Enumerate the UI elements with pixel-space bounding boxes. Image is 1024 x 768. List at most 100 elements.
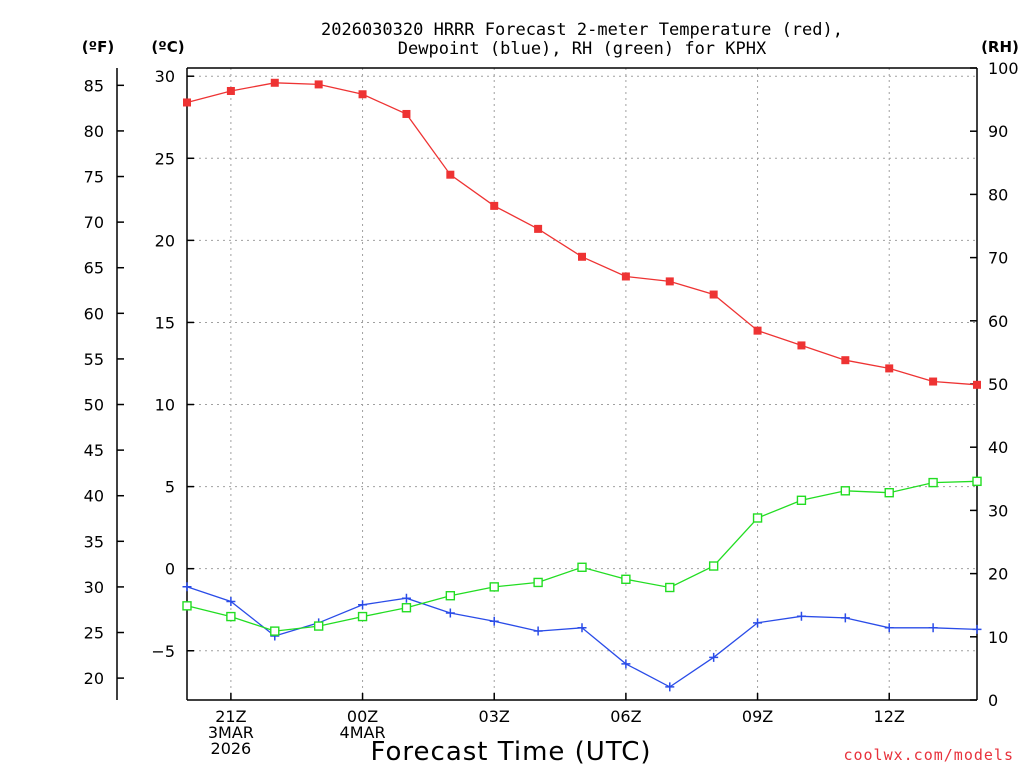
celsius-tick-label: 10	[155, 396, 175, 415]
rh-point	[357, 611, 368, 622]
temperature-point	[621, 272, 630, 281]
rh-tick-label: 100	[988, 59, 1019, 78]
celsius-unit-label: (ºC)	[151, 38, 184, 56]
temperature-point	[578, 252, 586, 261]
celsius-tick-label: −5	[151, 642, 175, 661]
dewpoint-point	[972, 624, 982, 634]
dewpoint-point	[533, 626, 543, 636]
rh-tick-label: 60	[988, 312, 1008, 331]
rh-point	[752, 513, 763, 523]
fahrenheit-tick-label: 25	[84, 624, 104, 643]
rh-tick-label: 40	[988, 438, 1008, 457]
rh-point	[972, 476, 982, 487]
x-tick-label: 06Z	[610, 707, 641, 726]
rh-point	[840, 486, 851, 496]
rh-point	[445, 591, 456, 601]
credit-text: coolwx.com/models	[843, 746, 1014, 764]
dewpoint-line	[186, 586, 978, 688]
chart-title-line-2: Dewpoint (blue), RH (green) for KPHX	[398, 39, 767, 59]
dewpoint-point	[884, 623, 894, 633]
dewpoint-point	[840, 613, 850, 623]
celsius-tick-label: 20	[155, 231, 175, 250]
fahrenheit-tick-label: 55	[84, 350, 104, 369]
temperature-point	[314, 80, 323, 89]
rh-point	[577, 562, 587, 572]
dewpoint-point	[445, 608, 455, 618]
rh-point	[884, 488, 894, 498]
rh-tick-label: 90	[988, 122, 1008, 141]
axes: 302520151050−585807570656055504540353025…	[84, 59, 1019, 758]
x-tick-label: 2026	[211, 739, 252, 758]
fahrenheit-tick-label: 80	[84, 122, 104, 141]
rh-point	[708, 561, 719, 571]
temperature-point	[929, 377, 938, 386]
temperature-point	[709, 290, 718, 299]
temperature-point	[973, 380, 981, 389]
fahrenheit-tick-label: 30	[84, 578, 104, 597]
celsius-tick-label: 5	[165, 478, 175, 497]
dewpoint-point	[577, 623, 587, 633]
fahrenheit-tick-label: 40	[84, 487, 104, 506]
x-tick-label: 12Z	[874, 707, 905, 726]
rh-point	[270, 626, 280, 636]
rh-tick-label: 70	[988, 249, 1008, 268]
rh-line	[186, 480, 978, 632]
temperature-point	[534, 224, 543, 233]
rh-point	[313, 621, 324, 631]
rh-point	[489, 582, 499, 592]
dewpoint-point	[665, 682, 675, 692]
rh-tick-label: 50	[988, 375, 1008, 394]
rh-tick-label: 0	[988, 691, 998, 710]
temperature-point	[753, 326, 762, 335]
temperature-point	[446, 170, 455, 179]
dewpoint-point	[401, 593, 411, 603]
dewpoint-point	[796, 611, 806, 621]
temperature-point	[402, 109, 411, 118]
rh-point	[533, 577, 543, 588]
temperature-point	[885, 364, 894, 373]
fahrenheit-tick-label: 65	[84, 259, 104, 278]
temperature-point	[270, 78, 279, 87]
fahrenheit-tick-label: 50	[84, 396, 104, 415]
temperature-point	[490, 201, 499, 210]
temperature-point	[226, 86, 235, 95]
fahrenheit-tick-label: 85	[84, 76, 104, 95]
x-tick-label: 21Z	[215, 707, 246, 726]
rh-point	[401, 603, 412, 613]
rh-point	[621, 574, 631, 584]
dewpoint-point	[621, 659, 631, 669]
dewpoint-point	[489, 616, 499, 626]
celsius-tick-label: 15	[155, 313, 175, 332]
celsius-tick-label: 25	[155, 149, 175, 168]
rh-point	[665, 582, 675, 593]
x-axis-title: Forecast Time (UTC)	[370, 737, 651, 767]
temperature-line	[186, 82, 978, 386]
rh-point	[226, 611, 236, 622]
dewpoint-point	[928, 623, 938, 633]
rh-tick-label: 20	[988, 565, 1008, 584]
celsius-tick-label: 30	[155, 67, 175, 86]
rh-unit-label: (RH)	[981, 38, 1019, 56]
x-tick-label: 09Z	[742, 707, 773, 726]
temperature-point	[183, 98, 191, 107]
grid	[187, 68, 977, 700]
temperature-point	[665, 277, 674, 286]
dewpoint-point	[226, 597, 236, 607]
fahrenheit-tick-label: 70	[84, 213, 104, 232]
fahrenheit-tick-label: 45	[84, 441, 104, 460]
fahrenheit-tick-label: 20	[84, 669, 104, 688]
fahrenheit-tick-label: 35	[84, 532, 104, 551]
dewpoint-point	[753, 618, 763, 628]
temperature-point	[358, 90, 367, 99]
x-tick-label: 3MAR	[208, 723, 254, 742]
rh-point	[182, 601, 192, 611]
dewpoint-point	[358, 600, 368, 610]
dewpoint-point	[709, 652, 719, 662]
celsius-tick-label: 0	[165, 560, 175, 579]
fahrenheit-unit-label: (ºF)	[82, 38, 114, 56]
x-tick-label: 03Z	[479, 707, 510, 726]
rh-point	[928, 477, 938, 488]
fahrenheit-tick-label: 60	[84, 304, 104, 323]
temperature-point	[797, 341, 806, 350]
